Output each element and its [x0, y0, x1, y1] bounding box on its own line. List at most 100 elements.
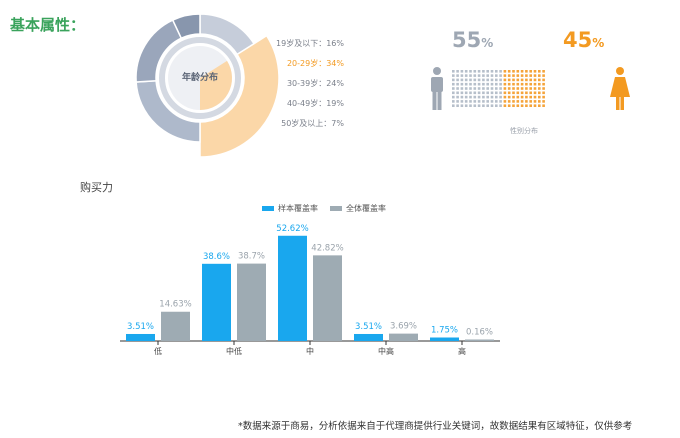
- gender-dot: [542, 91, 545, 95]
- gender-dot: [460, 74, 464, 77]
- gender-dot: [542, 104, 545, 107]
- gender-dot: [473, 78, 477, 82]
- gender-dot: [464, 91, 468, 95]
- gender-dot: [525, 82, 528, 86]
- gender-dot: [516, 104, 520, 107]
- male-icon-leg: [437, 90, 442, 110]
- gender-dot: [512, 87, 515, 90]
- gender-dot: [456, 70, 459, 73]
- gender-dot: [507, 82, 511, 86]
- bar-value-label: 52.62%: [276, 224, 308, 234]
- gender-dot: [507, 95, 511, 99]
- gender-dot: [460, 70, 464, 73]
- gender-dot: [495, 100, 498, 103]
- gender-dot: [503, 95, 507, 99]
- gender-dot: [464, 70, 468, 73]
- gender-dot: [477, 100, 481, 103]
- age-legend-item: 40-49岁：19%: [286, 99, 344, 108]
- gender-dot: [538, 78, 541, 82]
- bar-value-label: 0.16%: [466, 328, 493, 338]
- gender-dot: [542, 100, 545, 103]
- gender-dot: [460, 82, 464, 86]
- gender-dot: [490, 100, 494, 103]
- gender-dot: [477, 91, 481, 95]
- gender-dot: [469, 100, 472, 103]
- gender-dot: [512, 91, 515, 95]
- gender-dot: [538, 87, 541, 90]
- gender-dot: [520, 74, 524, 77]
- gender-dot: [538, 104, 541, 107]
- gender-dot: [482, 82, 485, 86]
- age-segment: [171, 13, 201, 40]
- gender-dot: [456, 87, 459, 90]
- gender-dot: [503, 78, 507, 82]
- gender-dot: [499, 82, 502, 86]
- bar-sample: [278, 235, 307, 341]
- bar-total: [161, 311, 190, 341]
- gender-dot: [507, 74, 511, 77]
- gender-dot: [456, 74, 459, 77]
- gender-dot: [486, 87, 489, 90]
- gender-dot: [473, 87, 477, 90]
- gender-dot: [525, 87, 528, 90]
- gender-dot: [460, 104, 464, 107]
- gender-dot: [538, 70, 541, 73]
- gender-dot: [503, 91, 507, 95]
- gender-dot: [520, 87, 524, 90]
- x-tick-label: 中: [306, 346, 314, 356]
- gender-dot: [486, 100, 489, 103]
- gender-dot: [499, 100, 502, 103]
- bar-sample: [354, 333, 383, 341]
- age-inner-band: [159, 37, 241, 119]
- gender-dot: [542, 87, 545, 90]
- gender-dot: [460, 91, 464, 95]
- age-legend-item: 30-39岁：24%: [286, 79, 344, 88]
- female-percentage: 45%: [563, 28, 605, 52]
- gender-dot: [499, 91, 502, 95]
- section-title: 基本属性：: [10, 16, 86, 34]
- gender-dot: [507, 104, 511, 107]
- female-icon-dress: [610, 77, 630, 97]
- gender-dot: [529, 104, 532, 107]
- gender-dot: [452, 91, 455, 95]
- gender-dot: [464, 104, 468, 107]
- gender-dot: [452, 74, 455, 77]
- male-icon: [431, 67, 443, 110]
- gender-dot: [469, 104, 472, 107]
- gender-dot: [520, 95, 524, 99]
- bar-value-label: 14.63%: [159, 300, 191, 310]
- gender-dot: [512, 74, 515, 77]
- gender-dot: [533, 87, 537, 90]
- gender-dot: [495, 82, 498, 86]
- gender-dot: [533, 70, 537, 73]
- gender-dot: [507, 87, 511, 90]
- gender-dot: [486, 74, 489, 77]
- gender-dot: [482, 95, 485, 99]
- gender-dot: [473, 91, 477, 95]
- gender-dot: [495, 91, 498, 95]
- gender-dot: [529, 78, 532, 82]
- age-center-highlight: [200, 60, 232, 110]
- gender-dot: [490, 82, 494, 86]
- gender-dot: [486, 70, 489, 73]
- gender-dot: [529, 87, 532, 90]
- female-icon-leg: [620, 96, 624, 110]
- gender-dot: [533, 82, 537, 86]
- age-center-label: 年龄分布: [181, 73, 218, 83]
- gender-dot: [473, 104, 477, 107]
- gender-dot: [482, 70, 485, 73]
- gender-dot: [525, 74, 528, 77]
- age-legend-item: 20-29岁：34%: [286, 59, 344, 68]
- gender-dot: [529, 70, 532, 73]
- gender-dot: [503, 100, 507, 103]
- gender-dot: [473, 74, 477, 77]
- gender-dot: [533, 91, 537, 95]
- bar-value-label: 3.51%: [127, 322, 154, 332]
- gender-dot: [499, 87, 502, 90]
- age-segment: [199, 34, 280, 158]
- gender-dot: [499, 104, 502, 107]
- gender-dot: [490, 104, 494, 107]
- gender-dot: [486, 78, 489, 82]
- bar-total: [465, 339, 494, 341]
- gender-dot: [469, 70, 472, 73]
